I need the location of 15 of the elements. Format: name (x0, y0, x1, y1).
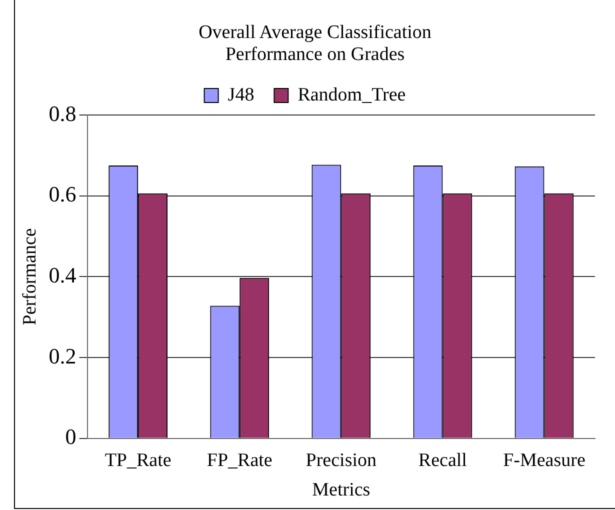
y-axis-title: Performance (19, 228, 40, 326)
legend-label: Random_Tree (298, 84, 406, 106)
x-tick-label: TP_Rate (104, 450, 172, 471)
x-axis-title: Metrics (312, 480, 370, 501)
y-tick-label: 0 (65, 424, 76, 450)
x-tick-label: Recall (418, 450, 467, 471)
x-tick-label: F-Measure (503, 450, 586, 471)
y-tick-label: 0.8 (48, 100, 76, 126)
x-tick-label: FP_Rate (206, 450, 272, 471)
y-tick-label: 0.4 (48, 262, 76, 288)
legend-label: J48 (228, 84, 254, 106)
y-tick-label: 0.2 (48, 343, 76, 368)
chart-title: Overall Average Classification Performance on Grades (198, 22, 432, 66)
x-tick-label: Precision (306, 450, 378, 471)
y-tick-label: 0.6 (48, 182, 76, 207)
